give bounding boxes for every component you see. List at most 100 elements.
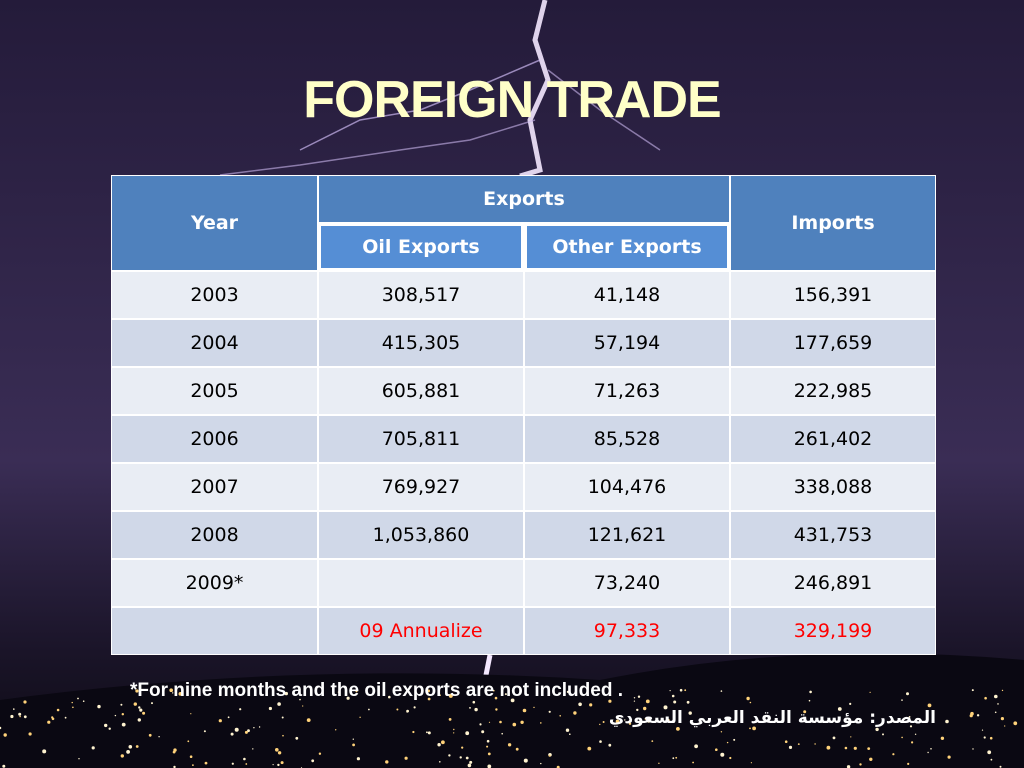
city-light [947,755,951,759]
city-light [465,756,469,760]
city-light [169,688,173,692]
table-cell: 85,528 [524,415,730,463]
city-light [832,736,836,740]
city-light [0,726,2,730]
city-light [318,752,322,755]
city-light [47,720,51,724]
city-light [989,736,993,740]
city-light [275,748,279,752]
city-light [875,727,879,732]
header-exports: Exports [318,175,730,223]
city-light [133,702,137,706]
city-light [139,708,143,712]
city-light [997,703,999,705]
source: المصدر: مؤسسة النقد العربي السعودي [608,708,936,728]
city-light [608,743,612,747]
city-light [258,726,261,728]
city-light [412,730,415,734]
city-light [892,753,895,756]
city-light [694,744,698,749]
city-light [636,708,639,712]
city-light [231,762,234,765]
table-cell: 415,305 [318,319,524,367]
city-light [675,756,678,759]
city-light [504,693,507,696]
table-cell: 121,621 [524,511,730,559]
city-light [356,757,360,761]
city-light [406,709,409,713]
city-light [749,701,752,704]
city-light [908,716,911,718]
city-light [882,733,884,736]
city-light [227,716,230,719]
table-cell: 156,391 [730,271,936,319]
city-light [533,706,535,709]
city-light [499,720,502,724]
city-light [867,747,871,750]
city-light [234,727,239,732]
city-light [396,708,399,711]
city-light [749,727,751,730]
city-light [869,691,871,694]
city-light [448,754,451,757]
city-light [268,706,272,711]
city-light [51,716,54,719]
city-light [1000,717,1005,721]
table-cell: 1,053,860 [318,511,524,559]
city-light [437,743,441,747]
city-light [137,718,141,722]
city-light [295,736,299,740]
city-light [720,731,723,733]
city-light [837,707,842,711]
city-light [18,712,22,716]
city-light [515,747,519,751]
city-light [427,689,430,693]
city-light [940,736,945,740]
city-light [311,759,315,763]
city-light [501,732,504,735]
city-light [859,763,862,766]
city-light [911,741,914,744]
city-light [148,733,152,737]
city-light [135,745,139,748]
city-light [814,743,816,745]
city-light [253,727,255,729]
table-cell: 2003 [111,271,318,319]
city-light [808,699,811,702]
city-light [887,721,890,724]
city-light [337,691,340,693]
city-light [752,726,756,731]
table-cell: 57,194 [524,319,730,367]
city-light [448,693,453,698]
city-light [628,722,632,725]
city-light [426,731,428,734]
city-light [869,757,873,761]
city-light [587,746,592,751]
city-light [688,711,692,715]
city-light [10,714,14,719]
city-light [930,748,932,750]
city-light [726,741,729,744]
city-light [784,740,788,743]
table-cell: 431,753 [730,511,936,559]
city-light [114,714,117,717]
city-light [602,721,605,723]
city-light [647,719,651,723]
city-light [282,734,284,737]
city-light [615,719,620,723]
city-light [104,723,108,728]
city-light [108,727,111,730]
city-light [673,700,677,704]
city-light [909,725,913,728]
city-light [720,752,725,757]
city-light [385,760,389,764]
city-light [465,731,470,736]
city-light [368,708,370,711]
city-light [644,717,647,720]
table-cell: 222,985 [730,367,936,415]
city-light [42,749,47,754]
city-light [244,730,248,734]
city-light [523,758,528,763]
city-light [999,765,1002,768]
city-light [984,696,987,700]
